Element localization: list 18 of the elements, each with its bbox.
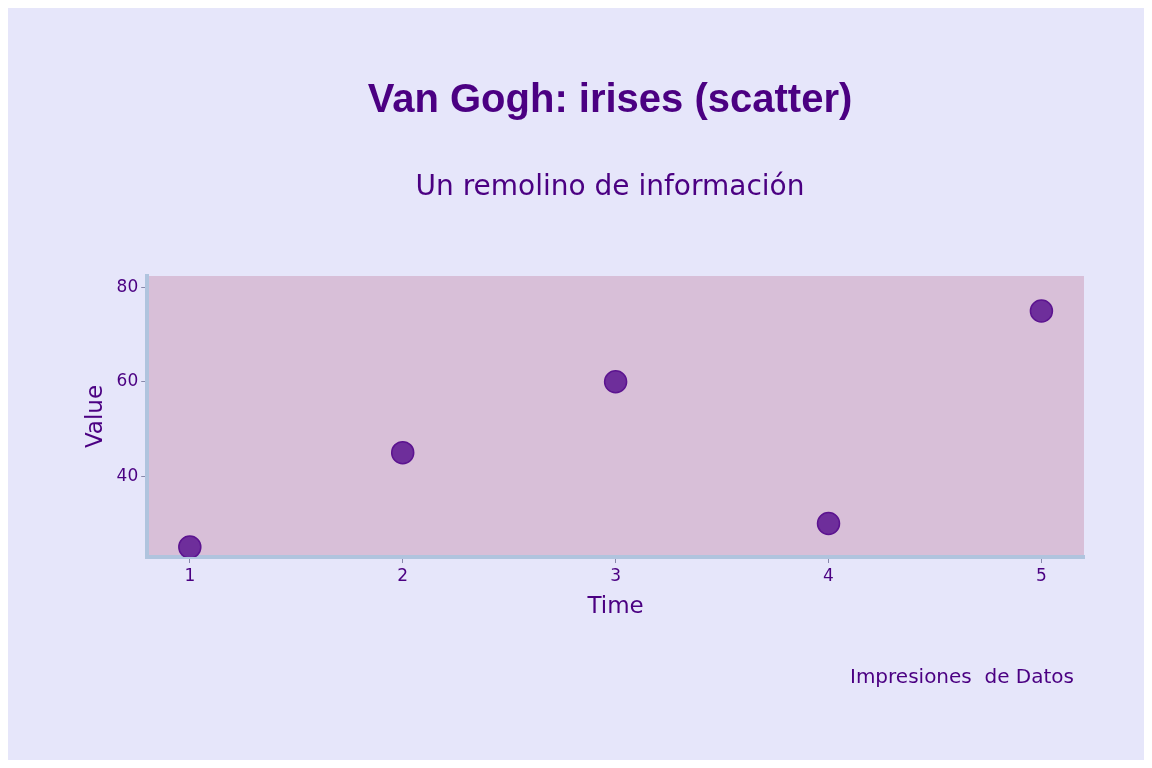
x-tick-label: 4	[823, 564, 834, 585]
point	[603, 370, 628, 394]
y-tick-label: 60	[116, 370, 139, 391]
x-tick-label: 1	[184, 564, 196, 585]
y-tick-label: 80	[116, 275, 139, 296]
y-axis-title: Value	[80, 384, 107, 449]
x-tick-label: 2	[397, 564, 409, 585]
x-tick-label: 3	[610, 564, 622, 585]
x-axis-title: Time	[586, 592, 644, 619]
point	[816, 511, 841, 536]
chart-subtitle: Un remolino de información	[415, 169, 805, 203]
chart-title: Van Gogh: irises (scatter)	[367, 76, 853, 121]
x-tick-label: 5	[1036, 564, 1047, 585]
y-tick-label: 40	[116, 464, 139, 485]
point	[390, 440, 415, 465]
point	[1029, 299, 1054, 323]
point	[178, 535, 202, 557]
text: Impresiones de Datos	[849, 664, 1074, 689]
